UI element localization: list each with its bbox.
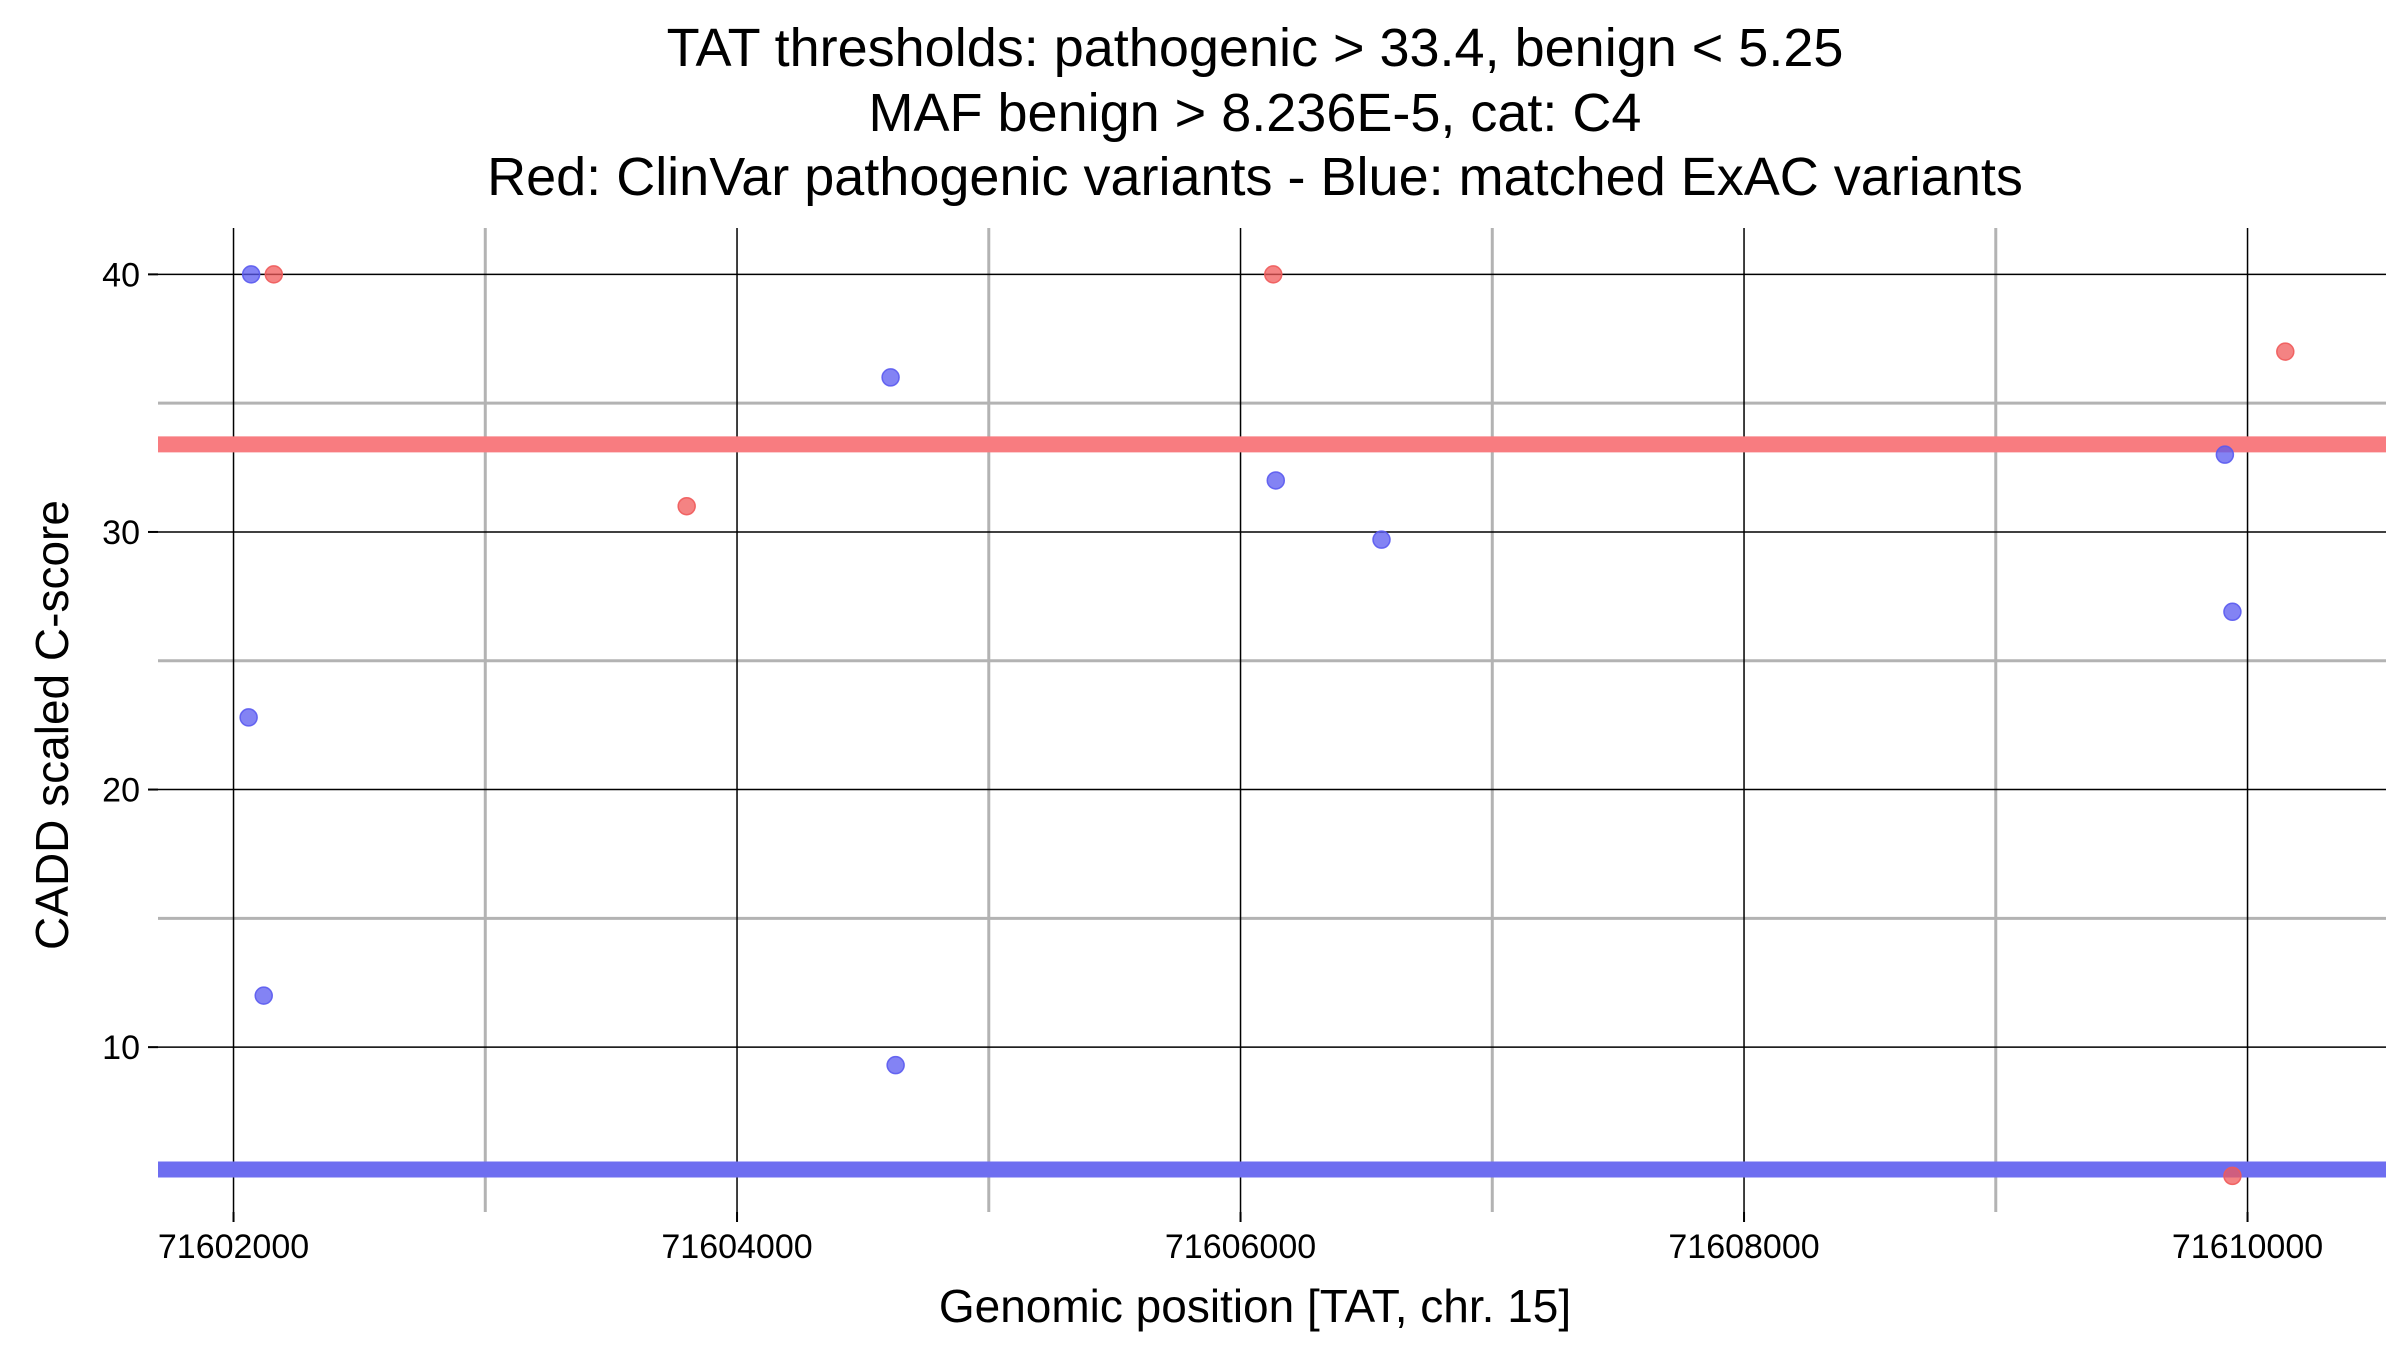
data-point-benign — [1372, 530, 1391, 549]
data-point-benign — [2223, 602, 2242, 622]
x-tick-label: 71610000 — [2172, 1228, 2323, 1266]
data-point-benign — [254, 986, 273, 1005]
axes: 71602000 71604000 71606000 71608000 71610000… — [102, 256, 2323, 1266]
data-points — [239, 265, 2295, 1186]
chart-title-line-2: MAF benign > 8.236E-5, cat: C4 — [869, 83, 1642, 143]
data-point-pathogenic — [2276, 342, 2295, 361]
data-point-benign — [239, 708, 258, 727]
data-point-pathogenic — [1264, 265, 1283, 284]
x-tick-label: 71608000 — [1668, 1228, 1819, 1266]
data-point-benign — [1266, 471, 1286, 490]
y-tick-label: 10 — [102, 1029, 140, 1067]
data-point-benign — [2215, 445, 2235, 464]
x-tick-label: 71604000 — [661, 1228, 812, 1266]
data-point-pathogenic — [677, 496, 696, 516]
data-point-benign — [881, 368, 900, 387]
data-point-benign — [241, 265, 261, 284]
data-point-benign — [886, 1055, 905, 1075]
threshold-lines — [158, 436, 2386, 1178]
data-point-pathogenic — [264, 265, 284, 284]
y-tick-label: 30 — [102, 514, 140, 552]
grid — [158, 228, 2386, 1212]
y-tick-label: 40 — [102, 256, 140, 294]
chart-title-line-3: Red: ClinVar pathogenic variants - Blue:… — [487, 147, 2023, 207]
x-tick-label: 71602000 — [158, 1228, 309, 1266]
data-point-pathogenic — [2223, 1166, 2242, 1186]
y-axis-title: CADD scaled C-score — [26, 500, 78, 950]
x-tick-label: 71606000 — [1165, 1228, 1316, 1266]
x-axis-title: Genomic position [TAT, chr. 15] — [939, 1280, 1571, 1332]
y-tick-label: 20 — [102, 772, 140, 810]
chart-title-line-1: TAT thresholds: pathogenic > 33.4, benig… — [667, 18, 1844, 78]
